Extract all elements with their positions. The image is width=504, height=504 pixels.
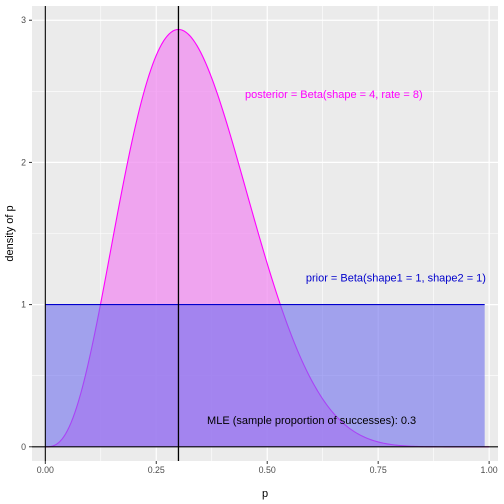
y-tick-label: 3 [21,15,26,25]
y-tick-label: 1 [21,300,26,310]
x-tick-label: 0.50 [259,465,276,475]
series-layer [45,28,490,448]
y-tick-label: 0 [21,442,26,452]
y-tick-label: 2 [21,157,26,167]
axes: 0.00 0.25 0.50 0.75 1.00 0 1 2 3 p density of p [4,15,498,500]
mle-label: MLE (sample proportion of successes): 0.… [207,415,416,427]
x-tick-label: 0.00 [37,465,54,475]
x-tick-label: 1.00 [481,465,498,475]
x-tick-label: 0.75 [370,465,387,475]
x-tick-label: 0.25 [148,465,165,475]
prior-label: prior = Beta(shape1 = 1, shape2 = 1) [306,273,486,285]
posterior-label: posterior = Beta(shape = 4, rate = 8) [245,89,423,101]
x-axis-title: p [262,488,268,500]
reference-lines [32,6,498,461]
y-axis-title: density of p [4,205,16,261]
prior-area [45,304,485,447]
annotations: posterior = Beta(shape = 4, rate = 8) pri… [207,89,486,427]
